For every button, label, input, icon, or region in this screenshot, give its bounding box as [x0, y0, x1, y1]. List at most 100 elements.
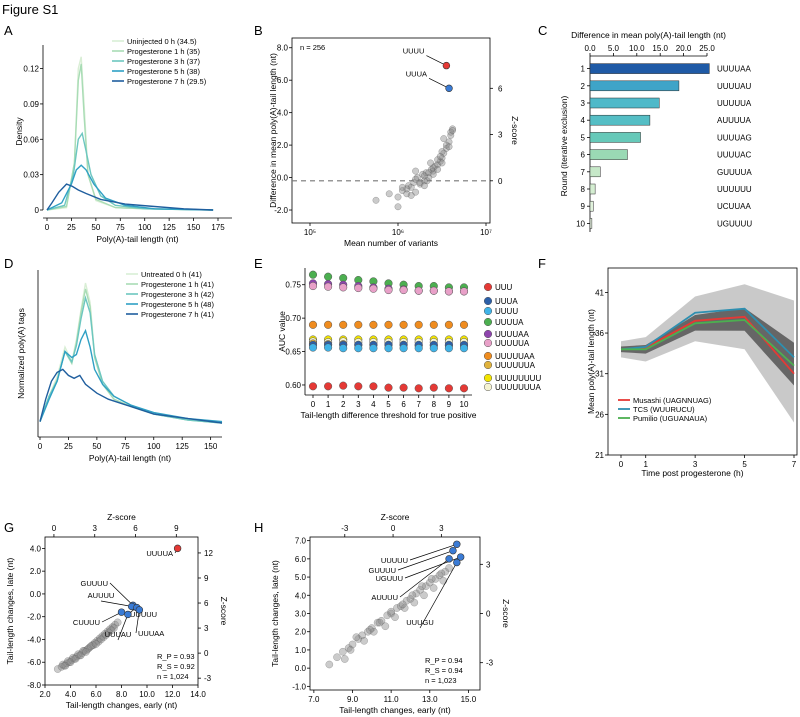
density-line: [46, 131, 214, 211]
scatter-point: [391, 613, 399, 621]
x-tick-label: 150: [204, 442, 218, 451]
auc-point: [414, 344, 423, 353]
highlight-label: GUUUU: [81, 579, 109, 588]
x-tick-label: 75: [121, 442, 130, 451]
scatter-point: [427, 575, 436, 583]
panel-letter: H: [254, 520, 263, 535]
scatter-point: [59, 660, 67, 669]
y-axis-label: AUC value: [277, 311, 287, 352]
highlight-leader: [100, 600, 132, 607]
panel-f: 21 26 31 36 41 0 1 3 5 7 Time post progesterone (h…: [586, 267, 798, 478]
round-label: 6: [581, 151, 586, 160]
bar-motif-label: UUUUUA: [717, 99, 752, 108]
auc-point: [339, 320, 348, 329]
highlight-label: UUUUU: [381, 556, 408, 565]
scatter-point: [84, 644, 93, 653]
x2-tick-label: 0: [391, 524, 396, 533]
y-tick-label: -4.0: [27, 635, 41, 644]
scatter-point: [387, 607, 395, 616]
panel-letter: G: [4, 520, 14, 535]
round-label: 1: [581, 65, 586, 74]
y-tick-label: -8.0: [27, 681, 41, 690]
scatter-point: [372, 196, 380, 204]
x-tick-label: 11.0: [384, 695, 400, 704]
annotation-n: n = 256: [300, 43, 325, 52]
legend-label: Musashi (UAGNNUAG): [633, 396, 712, 405]
scatter-point: [375, 618, 384, 627]
x-tick-label: 3: [356, 400, 361, 409]
scatter-point: [418, 582, 426, 591]
x-tick-label: 3: [693, 460, 698, 469]
legend-label: Progesterone 7 h (29.5): [127, 77, 207, 86]
panel-letters: A B C D E F G H: [4, 23, 547, 535]
x-tick-label: 20.0: [676, 44, 692, 53]
stat-label: R_P = 0.94: [425, 656, 463, 665]
bar: [589, 97, 660, 109]
bar: [589, 132, 641, 143]
x-tick-label: 0: [38, 442, 43, 451]
scatter-point: [69, 653, 77, 662]
legend-swatch: [483, 329, 493, 339]
auc-point: [399, 286, 408, 295]
scatter-point: [346, 646, 355, 654]
bar: [589, 63, 710, 74]
y-tick-label: -1.0: [292, 682, 306, 691]
scatter-point: [435, 571, 444, 580]
y-tick-label: 0: [35, 206, 40, 215]
scatter-point: [107, 626, 116, 635]
y-tick-label: 1.0: [295, 646, 307, 655]
x-tick-label: 2: [341, 400, 346, 409]
x2-tick-label: -3: [341, 524, 349, 533]
highlight-label: AUUUU: [371, 593, 398, 602]
x-tick-label: 9: [447, 400, 452, 409]
x-tick-label: 8: [432, 400, 437, 409]
scatter-point: [74, 650, 83, 659]
legend-label: UUU: [495, 283, 513, 292]
x-tick-label: 50: [92, 442, 101, 451]
panel-letter: E: [254, 256, 263, 271]
highlight-leader: [397, 550, 454, 571]
motif-trajectory: [620, 307, 795, 359]
auc-point: [308, 382, 318, 391]
x2-tick-label: 6: [133, 524, 138, 533]
x-tick-label: 10⁵: [304, 228, 316, 237]
auc-point: [324, 343, 333, 352]
scatter-point: [71, 654, 80, 663]
y-tick-label: 0.60: [285, 381, 301, 390]
x2-tick-label: 3: [92, 524, 97, 533]
scatter-point: [81, 648, 90, 656]
x-tick-label: 15.0: [652, 44, 668, 53]
x-tick-label: 7: [416, 400, 421, 409]
tags-line: [39, 328, 223, 423]
scatter-point: [381, 622, 390, 631]
scatter-point: [85, 643, 94, 652]
scatter-point: [97, 635, 105, 644]
auc-point: [414, 384, 423, 393]
y-tick-label: 0.65: [285, 348, 301, 357]
auc-point: [324, 282, 333, 291]
highlight-point: [135, 606, 144, 614]
round-label: 3: [581, 99, 586, 108]
highlight-point: [445, 84, 453, 93]
auc-point: [444, 320, 453, 329]
y-tick-label: 26: [595, 410, 604, 419]
x-tick-label: 100: [138, 223, 152, 232]
legend-label: Progesterone 3 h (37): [127, 57, 200, 66]
scatter-point: [369, 627, 378, 636]
y-tick-label: 4.0: [277, 109, 289, 118]
round-label: 10: [576, 219, 585, 228]
figure-title: Figure S1: [2, 2, 58, 17]
scatter-point: [445, 143, 453, 151]
scatter-point: [423, 177, 431, 185]
x-axis-label: Time post progesterone (h): [641, 468, 743, 478]
y-tick-label: 0.0: [295, 664, 307, 673]
trajectory-core: [621, 308, 794, 386]
scatter-point: [427, 159, 435, 167]
auc-point: [369, 320, 378, 329]
panel-b: -2.0 0.0 2.0 4.0 6.0 8.0 10⁵ 10⁶ 10⁷ 0 3 6 UUUU UUUA n…: [268, 37, 520, 248]
auc-point: [308, 343, 318, 352]
highlight-label: GUUUU: [369, 566, 397, 575]
scatter-point: [75, 651, 84, 660]
panel-letter: F: [538, 256, 546, 271]
scatter-point: [403, 190, 411, 198]
